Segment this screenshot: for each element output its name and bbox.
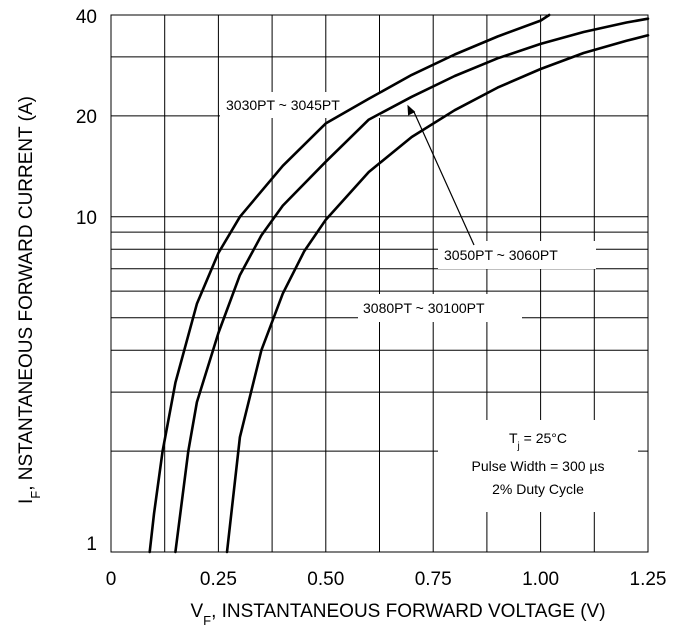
x-tick-label: 1.00 <box>522 569 559 590</box>
series-label-bg-3 <box>358 294 522 322</box>
y-tick-label: 20 <box>76 107 97 128</box>
condition-duty-cycle: 2% Duty Cycle <box>492 481 584 497</box>
x-tick-labels: 0 0.25 0.50 0.75 1.00 1.25 <box>106 569 667 590</box>
series-label-3: 3080PT ~ 30100PT <box>363 300 485 316</box>
y-tick-label: 1 <box>86 534 97 555</box>
x-tick-label: 0.50 <box>307 569 344 590</box>
plot-frame <box>110 14 649 553</box>
series-label-bg-1 <box>220 92 380 118</box>
series-label-2: 3050PT ~ 3060PT <box>444 247 558 263</box>
series-label-bg-2 <box>438 241 596 269</box>
x-axis-title: VF, INSTANTANEOUS FORWARD VOLTAGE (V) <box>190 601 605 628</box>
x-tick-label: 0.25 <box>200 569 237 590</box>
y-tick-label: 40 <box>76 7 97 28</box>
series-curve-1 <box>148 13 551 554</box>
y-tick-label: 10 <box>76 208 97 229</box>
x-tick-label: 0 <box>106 569 117 590</box>
series-curves <box>148 13 650 554</box>
series-curve-3 <box>225 34 650 554</box>
series-curve-2 <box>174 17 650 554</box>
condition-tj: Tj = 25°C <box>509 430 567 452</box>
condition-pulse-width: Pulse Width = 300 µs <box>472 458 605 474</box>
y-tick-labels: 1 10 20 40 <box>76 7 97 555</box>
conditions-box-bg <box>438 420 638 512</box>
series-label-1: 3030PT ~ 3045PT <box>226 97 340 113</box>
series-2-pointer-arrow <box>407 104 475 246</box>
x-tick-label: 0.75 <box>415 569 452 590</box>
x-tick-label: 1.25 <box>630 569 667 590</box>
y-axis-title: IF, NSTANTANEOUS FORWARD CURRENT (A) <box>16 96 43 504</box>
